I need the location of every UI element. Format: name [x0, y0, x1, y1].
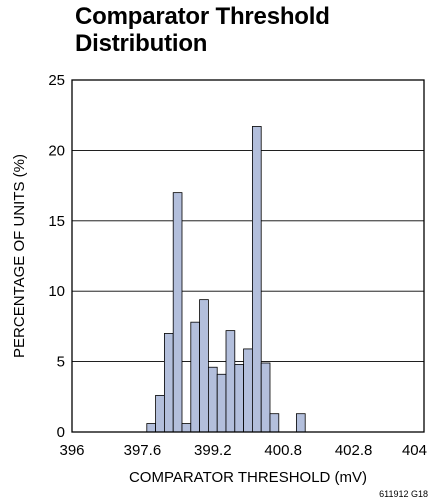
figure-code: 611912 G18 — [379, 489, 428, 499]
bar — [163, 333, 174, 433]
y-tick-label: 15 — [48, 213, 65, 230]
x-tick-label: 402.8 — [335, 442, 373, 459]
bar — [243, 348, 253, 433]
bar — [207, 366, 218, 433]
bar — [199, 299, 209, 433]
x-tick-labels: 396 397.6 399.2 400.8 402.8 404 — [59, 442, 427, 459]
x-tick-label: 404 — [402, 442, 427, 459]
chart-title: Comparator Threshold Distribution — [75, 3, 405, 57]
bar — [190, 321, 201, 433]
x-tick-label: 399.2 — [194, 442, 232, 459]
bar — [295, 413, 306, 433]
y-tick-label: 0 — [57, 424, 65, 441]
x-tick-label: 400.8 — [264, 442, 302, 459]
plot-frame — [71, 79, 425, 433]
x-tick-label: 397.6 — [124, 442, 162, 459]
y-axis-title: PERCENTAGE OF UNITS (%) — [11, 154, 28, 358]
x-tick-label: 396 — [59, 442, 84, 459]
bar — [172, 192, 183, 433]
bar — [260, 362, 271, 433]
grid-lines — [72, 149, 424, 363]
chart-title-line-1: Comparator Threshold — [75, 3, 330, 30]
bar — [146, 423, 157, 433]
bar — [234, 364, 245, 433]
y-tick-label: 25 — [48, 72, 65, 89]
x-axis-title: COMPARATOR THRESHOLD (mV) — [129, 469, 367, 486]
y-tick-label: 10 — [48, 283, 65, 300]
bar — [251, 126, 262, 433]
y-tick-labels: 0 5 10 15 20 25 — [48, 72, 65, 441]
y-tick-label: 5 — [57, 354, 65, 371]
bar — [155, 394, 165, 433]
bar — [225, 330, 236, 433]
bar — [181, 423, 192, 433]
bar — [216, 373, 227, 433]
bars — [146, 126, 306, 433]
bar — [269, 413, 280, 433]
chart-title-line-2: Distribution — [75, 30, 208, 57]
y-tick-label: 20 — [48, 142, 65, 159]
